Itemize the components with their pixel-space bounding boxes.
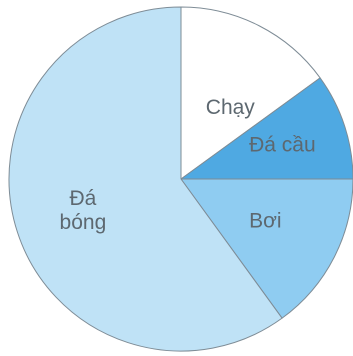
pie-slice-label-2: Bơi [249,209,281,232]
pie-slice-2 [180,178,353,319]
pie-slice-0 [180,6,321,180]
pie-slice-3 [8,6,283,352]
pie-slices [8,6,353,352]
pie-slice-label-3: Đá bóng [60,186,107,233]
pie-slice-label-0: Chạy [206,96,256,119]
pie-labels: Chạy Đá cầu Bơi Đá bóng [60,96,316,233]
pie-slice-label-1: Đá cầu [249,134,316,157]
